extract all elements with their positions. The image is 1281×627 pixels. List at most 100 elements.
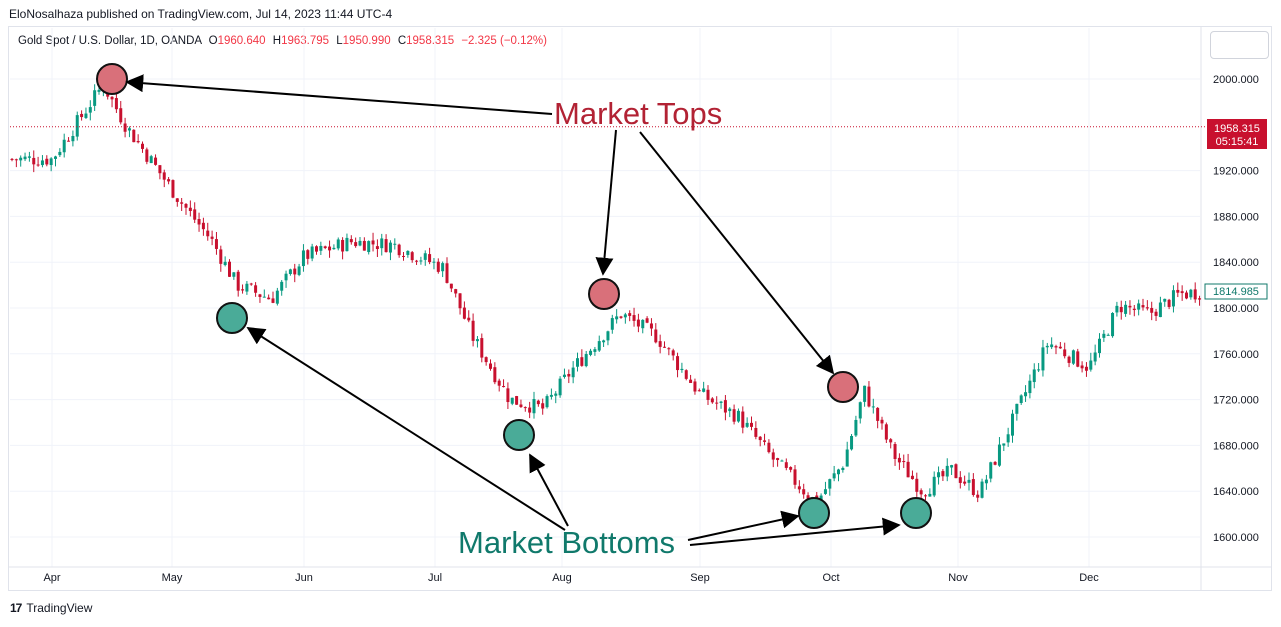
candle-body (1098, 338, 1101, 354)
candle-body (1045, 345, 1049, 348)
candle-body (619, 316, 623, 318)
candle-body (1198, 298, 1202, 300)
close-label: C (397, 35, 407, 47)
candle-body (993, 461, 997, 465)
candle-body (976, 494, 980, 498)
x-tick-label: Nov (948, 572, 968, 584)
candle-body (136, 140, 140, 143)
x-tick-label: Jul (428, 572, 442, 584)
candle-body (67, 140, 71, 142)
candle-body (893, 444, 897, 459)
candle-body (193, 209, 197, 220)
arrow-top-2 (595, 129, 617, 276)
candle-body (628, 313, 632, 316)
candle-body (354, 242, 358, 247)
y-tick-label: 1680.000 (1213, 440, 1259, 452)
candle-body (654, 329, 658, 343)
x-tick-label: Apr (43, 572, 60, 584)
candle-body (928, 493, 932, 497)
scale-control-button[interactable] (1210, 31, 1269, 59)
candle-body (1015, 403, 1019, 414)
candle-body (776, 458, 780, 461)
y-tick-label: 1800.000 (1213, 303, 1259, 315)
candle-body (954, 464, 958, 479)
close-value: 1958.315 (406, 35, 455, 47)
candle-body (175, 198, 179, 202)
bottom-marker-sep (798, 497, 830, 529)
candle-body (571, 367, 575, 378)
candle-body (480, 338, 484, 358)
candle-body (937, 472, 941, 478)
tradingview-footer[interactable]: 17 TradingView (10, 601, 92, 615)
symbol-label: Gold Spot / U.S. Dollar, 1D, OANDA (18, 35, 202, 47)
candle-body (1089, 360, 1093, 370)
candle-body (197, 219, 201, 225)
candle-body (1137, 303, 1141, 310)
candle-body (854, 419, 858, 436)
candle-body (206, 230, 210, 237)
candle-body (941, 471, 945, 477)
candle-body (593, 349, 597, 352)
candle-body (275, 290, 279, 304)
candle-body (406, 250, 410, 255)
candle-body (845, 449, 849, 467)
arrow-bottom-4 (689, 517, 901, 546)
candle-body (658, 341, 662, 347)
candle-body (397, 244, 401, 256)
candle-body (789, 467, 793, 470)
candle-body (132, 129, 136, 143)
price-axis[interactable]: 1600.000 1640.000 1680.000 1720.000 1760.000… (1213, 74, 1259, 544)
candle-body (880, 419, 884, 424)
candle-body (219, 249, 223, 264)
candle-body (1115, 305, 1119, 313)
candle-body (562, 374, 566, 377)
time-axis[interactable]: Apr May Jun Jul Aug Sep Oct Nov Dec (43, 572, 1099, 584)
candle-body (606, 331, 610, 341)
y-tick-label: 1600.000 (1213, 532, 1259, 544)
candle-body (262, 296, 266, 298)
high-label: H (272, 35, 282, 47)
candle-body (315, 246, 318, 252)
candle-body (736, 410, 740, 422)
candle-body (1124, 304, 1128, 314)
candle-body (671, 350, 675, 356)
candle-body (963, 481, 967, 484)
candle-body (741, 411, 745, 428)
x-tick-label: Jun (295, 572, 313, 584)
candle-body (610, 318, 614, 330)
candle-body (876, 407, 880, 421)
candle-body (362, 240, 366, 251)
candle-body (1076, 351, 1080, 367)
y-tick-label: 1920.000 (1213, 166, 1259, 178)
candle-body (784, 462, 788, 468)
candle-body (723, 400, 727, 413)
candle-body (676, 356, 680, 371)
candle-body (837, 469, 840, 475)
candle-body (45, 158, 49, 165)
candle-body (958, 477, 962, 483)
candle-body (497, 380, 501, 386)
market-top-markers (96, 63, 859, 403)
candle-body (689, 379, 693, 383)
candle-body (1158, 302, 1162, 318)
candle-body (771, 452, 775, 460)
candle-body (1024, 392, 1028, 397)
candle-body (663, 346, 666, 348)
candle-body (615, 316, 619, 320)
countdown-value: 05:15:41 (1216, 136, 1259, 148)
market-bottoms-label: Market Bottoms (458, 525, 675, 560)
market-bottom-markers (216, 302, 932, 529)
candle-body (1119, 306, 1123, 313)
bottom-marker-jul (503, 419, 535, 451)
candle-body (371, 240, 375, 245)
candle-body (375, 246, 379, 250)
candle-body (558, 378, 562, 396)
candle-body (141, 143, 144, 149)
candle-body (23, 156, 27, 160)
candle-body (1185, 292, 1188, 299)
candle-body (1028, 380, 1032, 394)
candle-body (419, 260, 423, 262)
candle-body (745, 422, 749, 427)
candle-body (1054, 346, 1058, 348)
